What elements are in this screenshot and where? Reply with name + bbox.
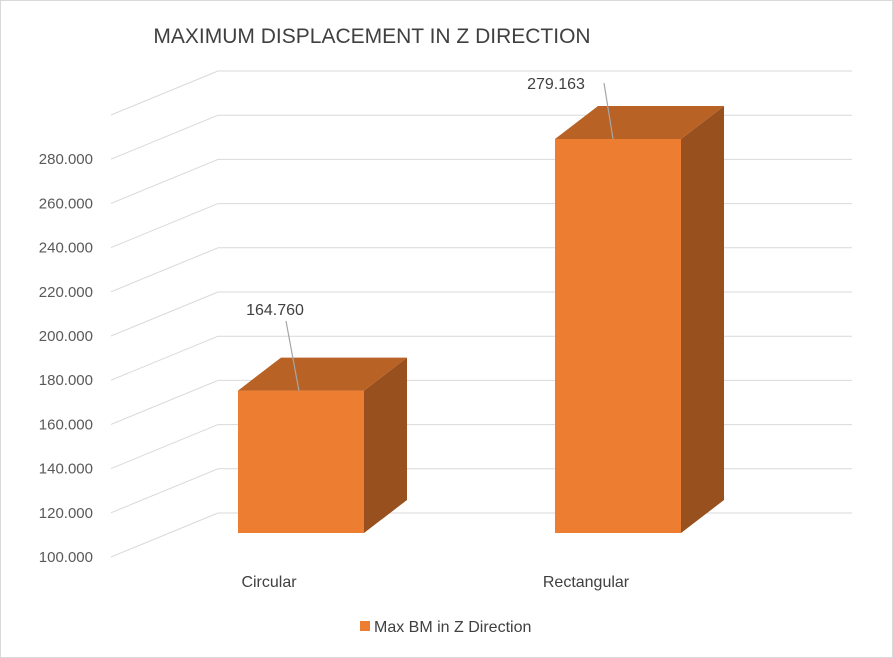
gridline-side (110, 424, 219, 470)
y-tick-label: 160.000 (39, 416, 93, 433)
y-tick-label: 200.000 (39, 328, 93, 345)
bars: 164.760 279.163 (238, 76, 724, 533)
data-label-leader (285, 320, 300, 392)
bar-front (555, 139, 681, 533)
legend: Max BM in Z Direction (360, 619, 531, 636)
gridline-side (110, 379, 219, 425)
y-tick-label: 220.000 (39, 284, 93, 301)
bar-top (238, 357, 407, 391)
gridline-side (110, 203, 219, 249)
y-axis-ticks: 100.000 120.000 140.000 160.000 180.000 200.0… (39, 151, 93, 566)
gridline-side (110, 335, 219, 381)
gridline-side (110, 158, 219, 204)
data-label-leader (603, 82, 614, 140)
gridline-side (110, 247, 219, 293)
x-category-label: Rectangular (543, 574, 630, 591)
x-axis-categories: Circular Rectangular (241, 574, 629, 591)
gridlines (110, 70, 852, 558)
gridline-side (110, 512, 219, 558)
gridline-side (110, 70, 219, 116)
data-label: 279.163 (527, 76, 585, 93)
bar-front (238, 390, 364, 533)
y-tick-label: 240.000 (39, 240, 93, 257)
bar-side (364, 357, 407, 533)
bar-side (681, 106, 724, 533)
x-category-label: Circular (241, 574, 297, 591)
bar-top (555, 106, 724, 139)
y-tick-label: 100.000 (39, 549, 93, 566)
y-tick-label: 140.000 (39, 461, 93, 478)
gridline-side (110, 114, 219, 160)
legend-swatch (360, 621, 370, 631)
y-tick-label: 180.000 (39, 372, 93, 389)
y-tick-label: 260.000 (39, 195, 93, 212)
y-tick-label: 120.000 (39, 505, 93, 522)
gridline-side (110, 291, 219, 337)
chart-title: MAXIMUM DISPLACEMENT IN Z DIRECTION (153, 25, 590, 48)
gridline-side (110, 468, 219, 514)
y-tick-label: 280.000 (39, 151, 93, 168)
data-label: 164.760 (246, 302, 304, 319)
legend-label: Max BM in Z Direction (374, 619, 531, 636)
